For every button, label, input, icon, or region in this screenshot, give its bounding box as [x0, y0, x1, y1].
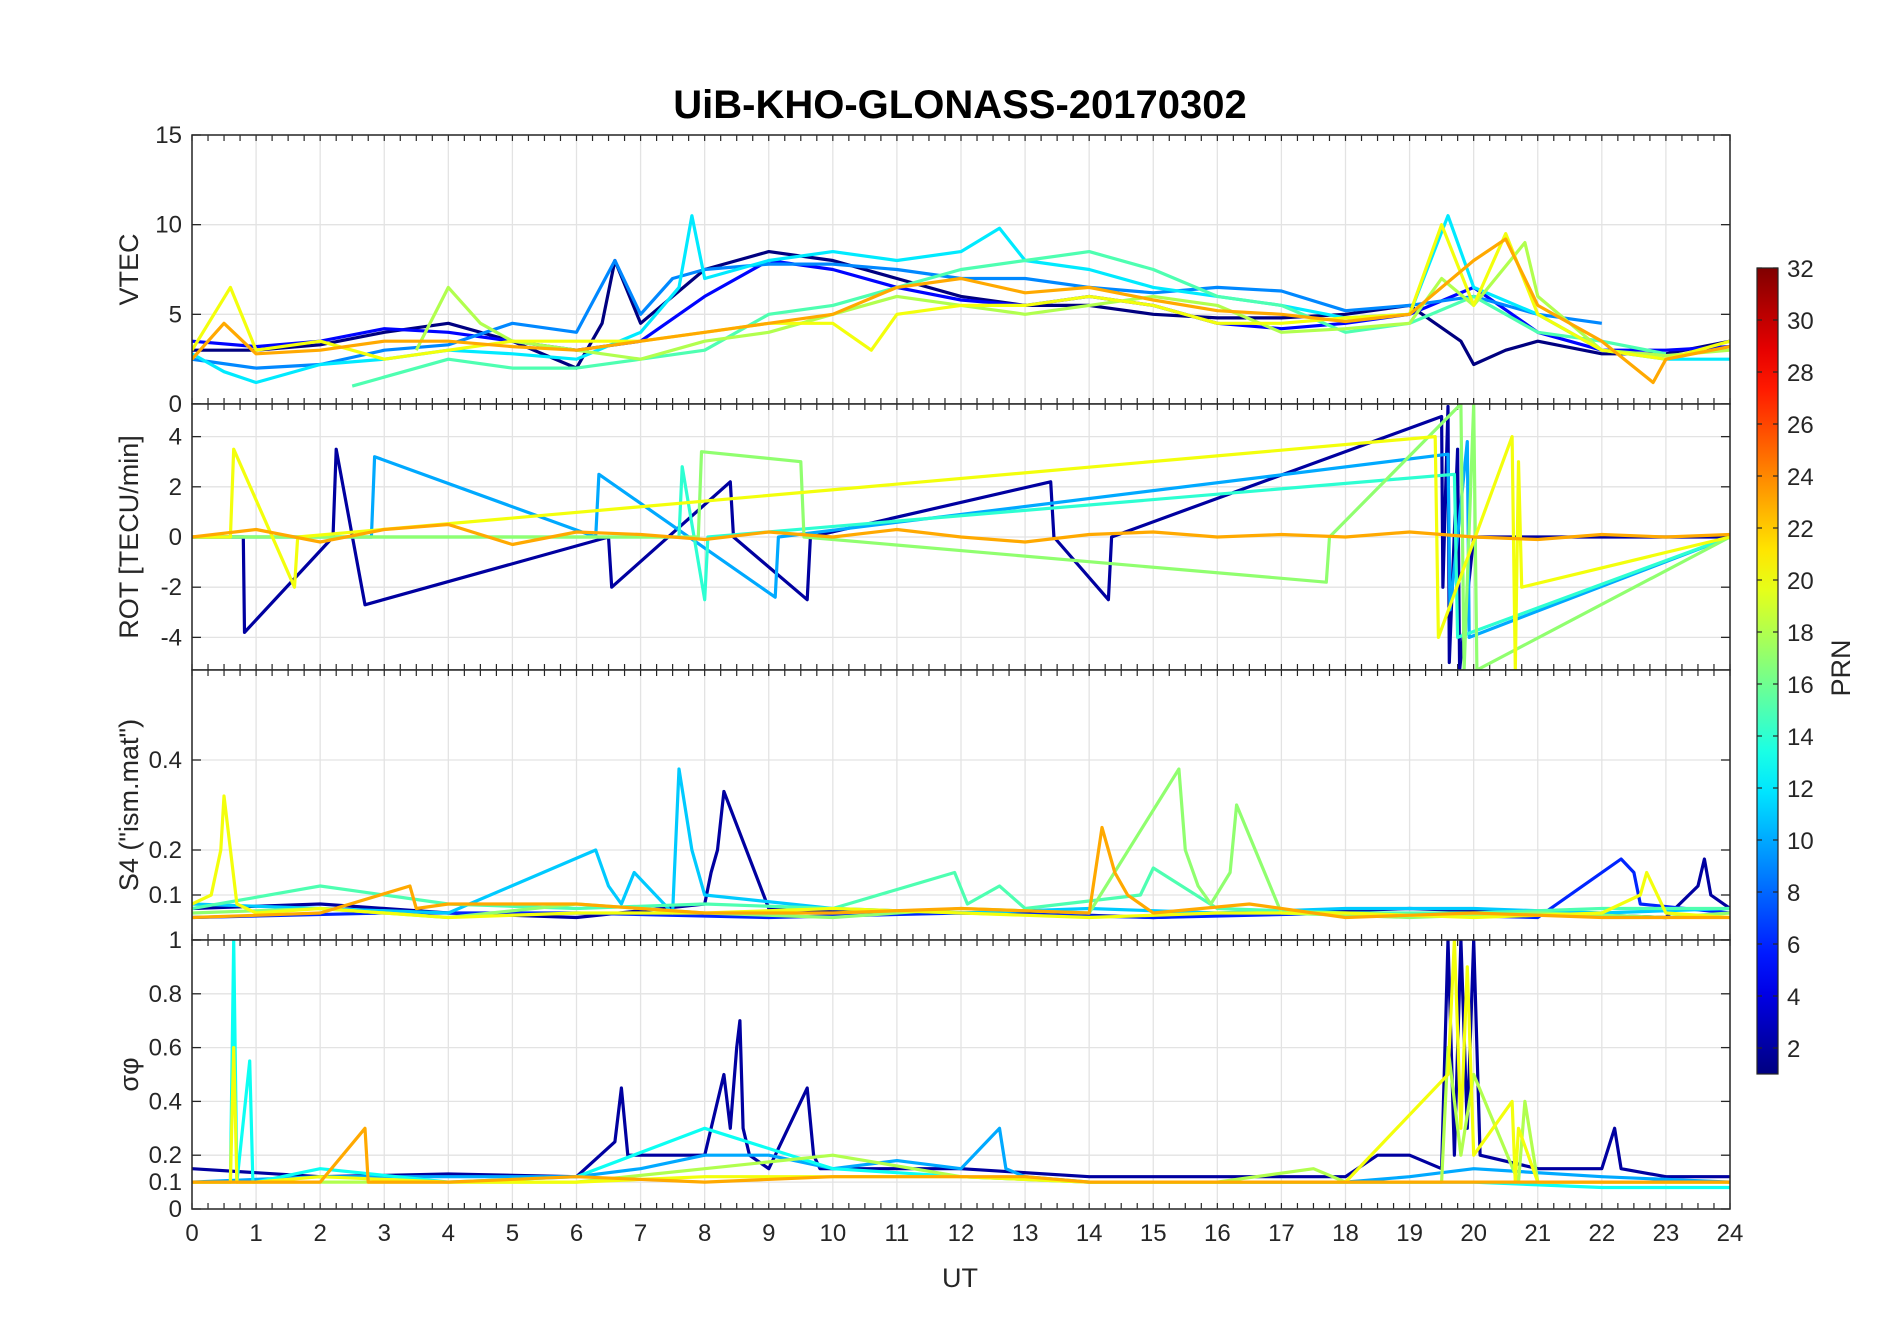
x-tick-label: 3	[378, 1220, 391, 1247]
y-tick-label: 0.2	[149, 837, 182, 864]
colorbar-tick-label: 32	[1787, 256, 1814, 283]
y-tick-label: 10	[155, 212, 182, 239]
y-axis-label: σφ	[114, 1057, 144, 1091]
series-group	[192, 767, 1730, 920]
series-line-prn-10	[192, 1126, 1730, 1184]
series-group	[192, 404, 1730, 670]
y-tick-label: 1	[169, 927, 182, 954]
x-tick-label: 7	[634, 1220, 647, 1247]
x-tick-label: 9	[762, 1220, 775, 1247]
chart-title: UiB-KHO-GLONASS-20170302	[673, 83, 1247, 127]
colorbar-tick-label: 20	[1787, 568, 1814, 595]
series-line-prn-9	[192, 258, 1603, 370]
x-tick-label: 21	[1524, 1220, 1551, 1247]
series-line-prn-10	[192, 440, 1730, 640]
y-tick-label: 0.8	[149, 981, 182, 1008]
y-axis-label: ROT [TECU/min]	[114, 435, 144, 639]
y-tick-label: 0.6	[149, 1035, 182, 1062]
colorbar-tick-label: 30	[1787, 308, 1814, 335]
colorbar-tick-label: 22	[1787, 516, 1814, 543]
x-tick-label: 20	[1460, 1220, 1487, 1247]
colorbar-gradient	[1756, 267, 1779, 1075]
x-axis-label: UT	[942, 1263, 978, 1293]
y-tick-label: 4	[169, 424, 182, 451]
series-line-prn-23	[192, 825, 1730, 920]
series-line-prn-23	[192, 237, 1730, 385]
y-axis-label: S4 ("ism.mat")	[114, 719, 144, 891]
x-tick-label: 19	[1396, 1220, 1423, 1247]
colorbar-tick-label: 16	[1787, 672, 1814, 699]
x-tick-label: 2	[313, 1220, 326, 1247]
colorbar-tick-label: 24	[1787, 464, 1814, 491]
x-tick-label: 22	[1588, 1220, 1615, 1247]
x-tick-label: 5	[506, 1220, 519, 1247]
y-tick-label: 0	[169, 524, 182, 551]
x-tick-label: 1	[249, 1220, 262, 1247]
colorbar-tick-label: 28	[1787, 360, 1814, 387]
colorbar-tick-label: 12	[1787, 776, 1814, 803]
y-tick-label: 0.1	[149, 1169, 182, 1196]
x-tick-label: 13	[1012, 1220, 1039, 1247]
x-tick-label: 0	[185, 1220, 198, 1247]
colorbar-tick-label: 2	[1787, 1036, 1800, 1063]
x-tick-label: 18	[1332, 1220, 1359, 1247]
colorbar-tick-label: 18	[1787, 620, 1814, 647]
y-tick-label: 15	[155, 122, 182, 149]
chart-title-group: UiB-KHO-GLONASS-20170302	[673, 83, 1247, 127]
x-tick-label: 4	[442, 1220, 455, 1247]
series-line-prn-15	[351, 250, 1667, 388]
y-tick-label: -2	[161, 574, 182, 601]
x-tick-label: 17	[1268, 1220, 1295, 1247]
x-tick-label: 24	[1717, 1220, 1744, 1247]
series-line-prn-1	[192, 250, 1730, 370]
x-tick-label: 10	[819, 1220, 846, 1247]
panel-frame	[191, 939, 1731, 1210]
colorbar-tick-label: 10	[1787, 828, 1814, 855]
panel-1: 0 5 10 15 VTEC	[114, 122, 1731, 418]
x-tick-label: 23	[1653, 1220, 1680, 1247]
colorbar-tick-label: 6	[1787, 932, 1800, 959]
x-tick-label: 16	[1204, 1220, 1231, 1247]
colorbar-tick-label: 14	[1787, 724, 1814, 751]
series-line-prn-17	[192, 404, 1730, 670]
y-tick-label: 0.1	[149, 882, 182, 909]
series-line-prn-20	[192, 223, 1730, 361]
series-line-prn-11	[192, 767, 1730, 915]
x-axis-group: UT 0 1 2 3 4 5 6 7 8 9 10 11 12 13 14 15 16 17 18 19 20 21 22 2…	[185, 1220, 1743, 1293]
series-group	[192, 214, 1730, 388]
x-tick-label: 8	[698, 1220, 711, 1247]
x-tick-label: 12	[948, 1220, 975, 1247]
y-tick-label: 0.2	[149, 1142, 182, 1169]
colorbar-label: PRN	[1826, 639, 1856, 696]
colorbar-tick-label: 26	[1787, 412, 1814, 439]
y-tick-label: -4	[161, 624, 182, 651]
colorbar-tick-label: 4	[1787, 984, 1800, 1011]
y-tick-label: 0	[169, 391, 182, 418]
panel-2: -4 -2 0 2 4 ROT [TECU/min]	[114, 403, 1731, 671]
y-tick-label: 0.4	[149, 747, 182, 774]
y-tick-label: 0.4	[149, 1088, 182, 1115]
panel-3: 0.1 0.2 0.4S4 ("ism.mat")	[114, 669, 1731, 941]
series-line-prn-2	[192, 404, 1730, 670]
colorbar-tick-label: 8	[1787, 880, 1800, 907]
y-tick-label: 5	[169, 301, 182, 328]
series-line-prn-23	[192, 1126, 1730, 1184]
x-tick-label: 15	[1140, 1220, 1167, 1247]
x-tick-label: 6	[570, 1220, 583, 1247]
series-line-prn-20	[192, 435, 1730, 670]
x-tick-label: 11	[884, 1220, 909, 1247]
y-axis-label: VTEC	[114, 233, 144, 305]
series-line-prn-20	[192, 794, 1730, 920]
series-line-prn-23	[192, 522, 1730, 547]
y-tick-label: 0	[169, 1196, 182, 1223]
series-group	[192, 940, 1730, 1190]
panel-4: 00.10.2 0.4 0.6 0.8 1 σφ	[114, 927, 1731, 1223]
y-tick-label: 2	[169, 474, 182, 501]
series-line-prn-14	[192, 465, 1730, 640]
x-tick-label: 14	[1076, 1220, 1103, 1247]
